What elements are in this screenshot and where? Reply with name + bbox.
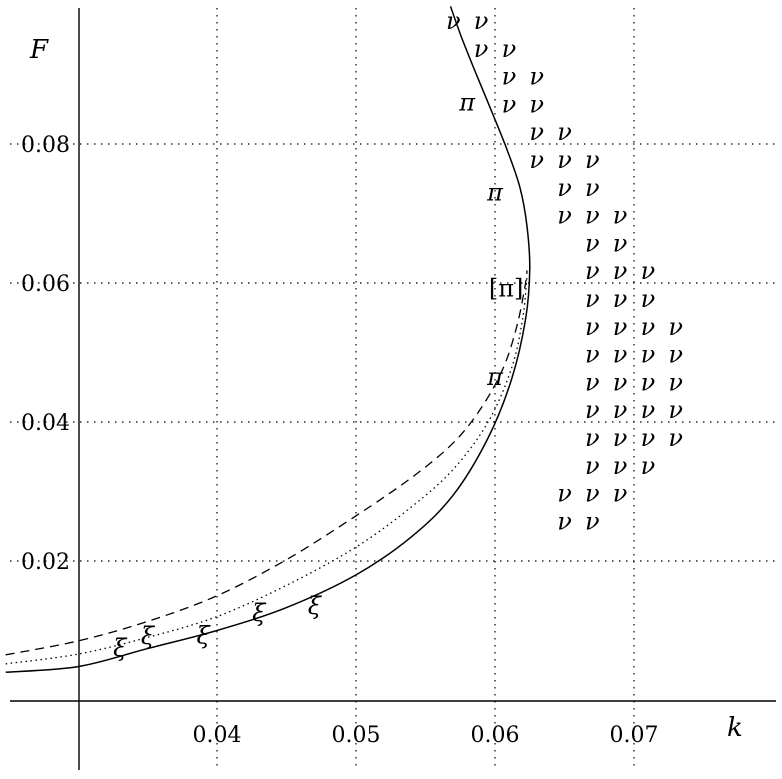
nu-marker: ν: [557, 202, 572, 230]
nu-marker: ν: [668, 424, 683, 452]
nu-marker: ν: [641, 368, 656, 396]
nu-marker: ν: [585, 313, 600, 341]
nu-marker: ν: [641, 396, 656, 424]
y-tick-label: 0.02: [21, 550, 70, 575]
x-tick-label: 0.07: [610, 723, 659, 748]
nu-marker: ν: [613, 480, 628, 508]
x-tick-label: 0.05: [332, 723, 381, 748]
nu-marker: ν: [557, 118, 572, 146]
nu-marker: ν: [585, 341, 600, 369]
nu-marker: ν: [641, 285, 656, 313]
nu-marker: ν: [585, 396, 600, 424]
y-tick-label: 0.04: [21, 411, 70, 436]
nu-marker: ν: [502, 63, 517, 91]
nu-marker: ν: [613, 229, 628, 257]
solid-curve: [5, 6, 531, 673]
nu-marker: ν: [668, 396, 683, 424]
xi-marker: ξ: [308, 592, 323, 620]
nu-marker: ν: [613, 202, 628, 230]
nu-marker: ν: [641, 341, 656, 369]
nu-marker: ν: [585, 480, 600, 508]
nu-marker: ν: [613, 424, 628, 452]
nu-marker: ν: [641, 424, 656, 452]
nu-marker: ν: [585, 452, 600, 480]
xi-marker: ξ: [113, 634, 128, 662]
nu-marker: ν: [585, 257, 600, 285]
nu-marker: ν: [641, 313, 656, 341]
pi-marker: π: [458, 88, 476, 116]
nu-marker: ν: [668, 341, 683, 369]
nu-marker: ν: [585, 507, 600, 535]
nu-marker: ν: [585, 174, 600, 202]
nu-marker: ν: [613, 257, 628, 285]
nu-marker: ν: [529, 146, 544, 174]
grid-lines: [10, 8, 776, 770]
nu-marker: ν: [474, 7, 489, 35]
nu-marker: ν: [585, 146, 600, 174]
x-tick-label: 0.06: [471, 723, 520, 748]
xi-marker: ξ: [252, 599, 267, 627]
nu-marker: ν: [529, 90, 544, 118]
curves: [5, 6, 531, 673]
nu-marker: ν: [613, 368, 628, 396]
dotted-curve: [5, 275, 528, 665]
nu-marker: ν: [585, 368, 600, 396]
nu-marker: ν: [641, 452, 656, 480]
nu-marker: ν: [668, 313, 683, 341]
nu-marker: ν: [474, 35, 489, 63]
y-tick-label: 0.08: [21, 133, 70, 158]
nu-marker: ν: [585, 229, 600, 257]
nu-marker: ν: [613, 313, 628, 341]
y-axis-title: F: [29, 35, 49, 65]
nu-marker: ν: [641, 257, 656, 285]
nu-marker: ν: [585, 202, 600, 230]
x-axis-title: k: [727, 713, 743, 743]
nu-marker: ν: [613, 285, 628, 313]
nu-marker: ν: [585, 424, 600, 452]
xi-marker: ξ: [141, 622, 156, 650]
nu-marker: ν: [668, 368, 683, 396]
axes: [10, 8, 776, 770]
pi-marker: π: [486, 363, 504, 391]
nu-marker: ν: [613, 396, 628, 424]
tick-labels: 0.04 0.05 0.06 0.07 0.02 0.04 0.06 0.08: [21, 133, 658, 748]
nu-marker: ν: [557, 146, 572, 174]
nu-marker: ν: [613, 341, 628, 369]
nu-marker: ν: [502, 90, 517, 118]
nu-marker: ν: [529, 118, 544, 146]
dashed-curve: [5, 270, 528, 656]
y-tick-label: 0.06: [21, 272, 70, 297]
nu-marker: ν: [585, 285, 600, 313]
nu-marker: ν: [557, 507, 572, 535]
xi-marker: ξ: [196, 621, 211, 649]
nu-marker: ν: [557, 480, 572, 508]
nu-marker: ν: [446, 7, 461, 35]
nu-marker: ν: [529, 63, 544, 91]
x-tick-label: 0.04: [193, 723, 242, 748]
nu-marker: ν: [557, 174, 572, 202]
nu-marker: ν: [613, 452, 628, 480]
nu-marker: ν: [502, 35, 517, 63]
pi-marker: π: [486, 179, 504, 207]
bracket-pi-marker: [π]: [489, 275, 524, 303]
